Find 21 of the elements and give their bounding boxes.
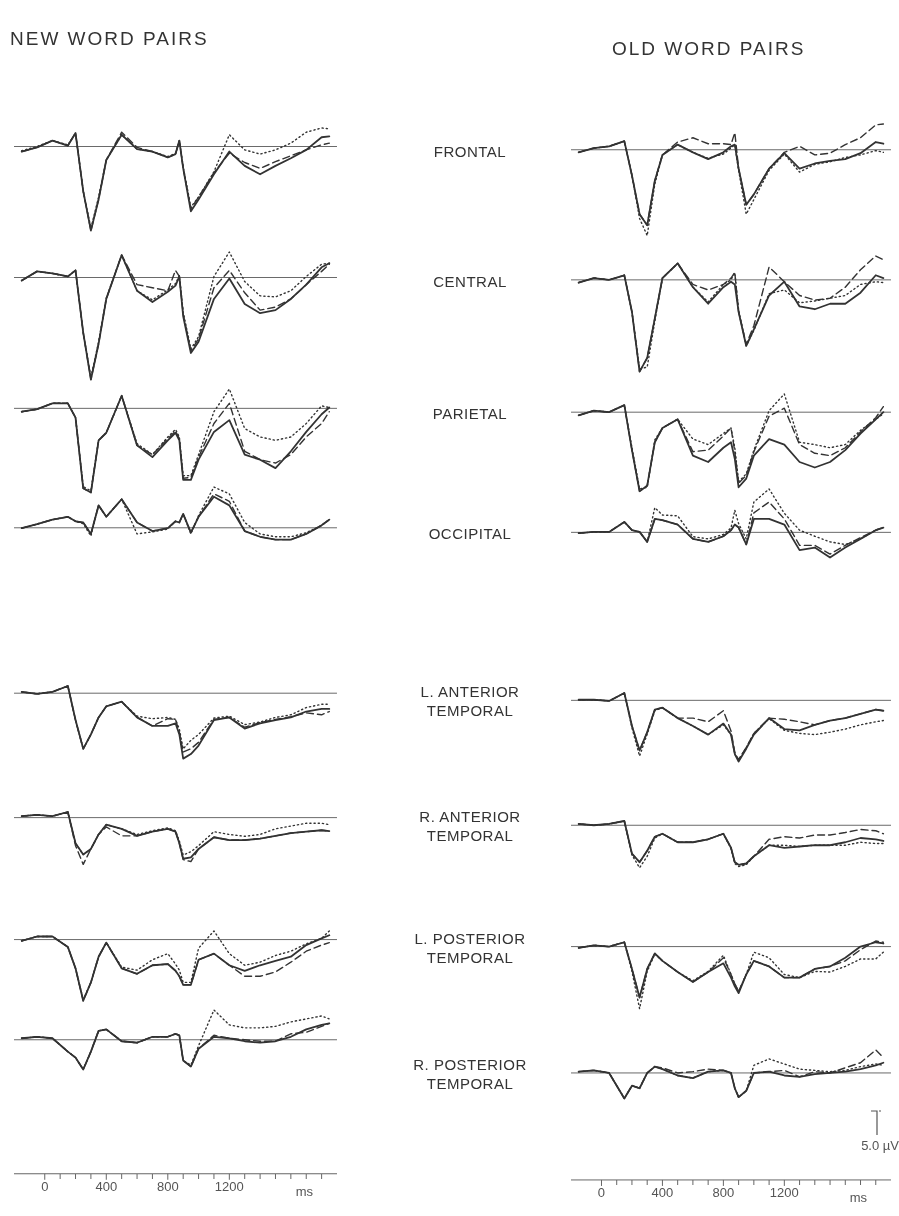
text: FRONTAL bbox=[432, 141, 508, 162]
text: R. POSTERIOR TEMPORAL bbox=[412, 1055, 528, 1094]
chart-title: L. POSTERIOR TEMPORAL bbox=[413, 929, 527, 968]
text: OCCIPITAL bbox=[427, 523, 513, 544]
x-tick-label: 1200 bbox=[214, 1179, 244, 1195]
text: CENTRAL bbox=[432, 271, 508, 292]
x-tick-label: 1200 bbox=[769, 1185, 799, 1201]
chart-title: R. ANTERIOR TEMPORAL bbox=[418, 807, 522, 846]
text: NEW WORD PAIRS bbox=[10, 28, 209, 50]
x-tick-label: 400 bbox=[95, 1179, 118, 1195]
x-tick-label: 400 bbox=[651, 1185, 674, 1201]
x-tick-label: 0 bbox=[41, 1179, 49, 1195]
chart-title: L. ANTERIOR TEMPORAL bbox=[419, 682, 521, 721]
x-tick-label: 0 bbox=[597, 1185, 606, 1201]
x-axis-title: ms bbox=[849, 1189, 867, 1206]
x-tick-label: 800 bbox=[712, 1185, 735, 1201]
text: 5.0 µV bbox=[861, 1138, 899, 1153]
x-tick-label: 800 bbox=[156, 1179, 179, 1195]
text: PARIETAL bbox=[431, 403, 509, 424]
x-axis-title: ms bbox=[295, 1184, 313, 1200]
text: OLD WORD PAIRS bbox=[612, 38, 806, 60]
